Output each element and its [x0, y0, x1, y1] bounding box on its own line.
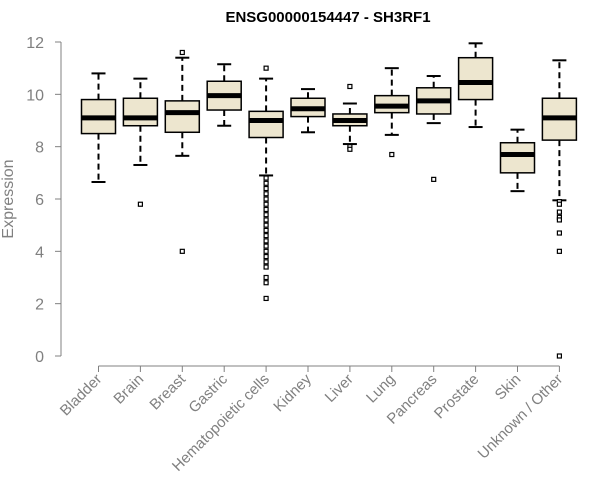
outlier-point [179, 248, 185, 254]
outlier-point [263, 206, 269, 213]
outlier-point [347, 83, 353, 90]
outlier-point [263, 274, 269, 281]
outlier-point [263, 185, 269, 192]
outlier-point [263, 243, 269, 249]
outlier-point [179, 49, 185, 56]
x-tick-label: Lung [363, 371, 399, 407]
outlier-point [556, 217, 563, 223]
outlier-point [263, 222, 269, 228]
box-group [164, 49, 201, 254]
outlier-point [556, 353, 563, 359]
outlier-point [263, 212, 269, 218]
outlier-point [263, 196, 269, 202]
x-tick-label: Bladder [57, 371, 106, 420]
y-tick-label: 8 [35, 140, 44, 157]
box-iqr [248, 110, 284, 139]
chart-title: ENSG00000154447 - SH3RF1 [225, 9, 430, 26]
box-iqr [499, 141, 536, 174]
box-group [541, 59, 578, 359]
box-group [415, 75, 452, 182]
outlier-point [263, 238, 269, 244]
outlier-point [263, 233, 269, 239]
box-iqr [122, 97, 159, 127]
y-tick-label: 10 [26, 87, 44, 104]
outlier-point [263, 175, 269, 181]
outlier-point [263, 280, 269, 286]
outlier-point [263, 65, 269, 71]
box-group [248, 65, 284, 302]
outlier-point [263, 264, 269, 270]
outlier-point [263, 295, 269, 302]
y-axis-label: Expression [0, 159, 17, 238]
outlier-point [347, 146, 353, 152]
outlier-point [389, 151, 395, 158]
box-group [290, 88, 326, 134]
y-axis: 0 2 4 6 8 10 12 [26, 35, 62, 366]
outlier-point [431, 176, 437, 182]
box-group [80, 72, 117, 183]
x-tick-label: Breast [146, 370, 189, 413]
outlier-point [263, 180, 269, 186]
box-group [499, 128, 536, 193]
box-group [457, 42, 494, 129]
outlier-point [263, 191, 269, 197]
box-group [206, 63, 242, 127]
outlier-point [137, 201, 143, 207]
x-tick-label: Kidney [270, 370, 315, 415]
outlier-point [556, 230, 563, 236]
box-iqr [457, 56, 494, 101]
y-tick-label: 0 [35, 349, 44, 366]
outlier-point [556, 201, 563, 207]
box-iqr [164, 100, 201, 134]
y-tick-label: 6 [35, 192, 44, 209]
box-group [374, 67, 410, 158]
x-tick-label: Brain [110, 371, 147, 408]
x-tick-label: Prostate [431, 371, 483, 423]
outlier-point [263, 253, 269, 260]
box-group [122, 77, 159, 207]
boxes [80, 42, 578, 359]
outlier-point [263, 201, 269, 207]
outlier-point [263, 259, 269, 265]
outlier-point [263, 217, 269, 223]
outlier-point [263, 248, 269, 254]
outlier-point [556, 209, 563, 215]
y-tick-label: 4 [35, 244, 44, 261]
box-group [332, 83, 368, 152]
y-tick-label: 12 [26, 35, 44, 52]
outlier-point [556, 248, 563, 254]
x-tick-label: Liver [322, 371, 357, 406]
x-tick-label: Skin [492, 371, 525, 404]
outlier-point [263, 227, 269, 233]
y-tick-label: 2 [35, 297, 44, 314]
